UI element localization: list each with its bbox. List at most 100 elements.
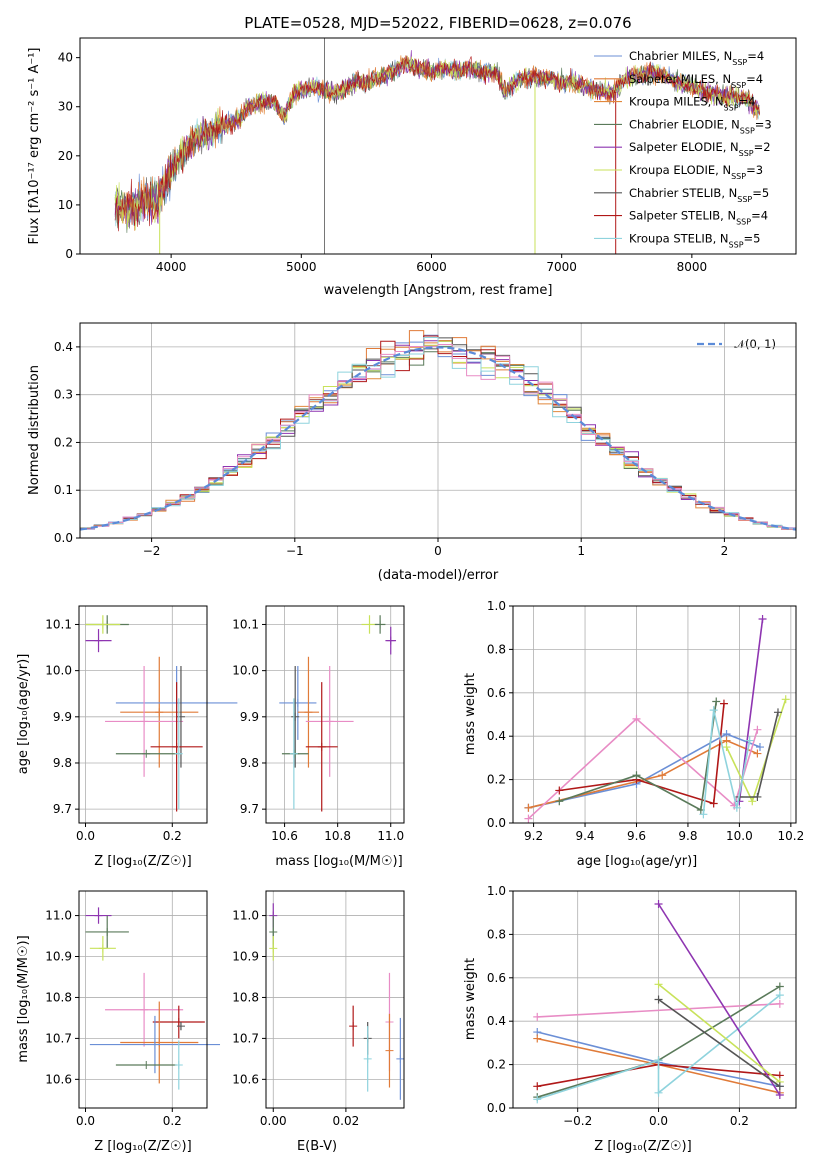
y-tick-label: 9.7: [240, 802, 259, 816]
x-tick-label: 6000: [416, 260, 447, 274]
spectrum-line: [114, 55, 760, 232]
weight-marker: [758, 615, 767, 624]
legend-subscript: SSP: [731, 80, 746, 89]
weight-marker: [654, 900, 663, 909]
legend-subscript: SSP: [737, 194, 752, 203]
y-tick-label: 0.0: [487, 816, 506, 830]
x-tick-label: −0.2: [563, 1114, 592, 1128]
data-marker: [155, 708, 164, 717]
weight-line: [559, 703, 725, 805]
y-tick-label: 1.0: [487, 599, 506, 613]
mass-vs-metallicity-panel: Z [log₁₀(Z/Z☉)] mass [log₁₀(M/M☉)] 0.0 0.…: [16, 890, 221, 1154]
data-marker: [304, 708, 313, 717]
weight-line: [537, 1003, 780, 1018]
spectrum-ylabel: Flux [fλ10⁻¹⁷ erg cm⁻² s⁻¹ A⁻¹]: [27, 48, 42, 245]
data-marker: [98, 944, 107, 953]
wage-ylabel: mass weight: [463, 673, 478, 755]
weight-marker: [781, 695, 790, 704]
weight-marker: [699, 810, 708, 819]
weight-marker: [654, 1056, 663, 1065]
weight-marker: [775, 982, 784, 991]
y-tick-label: 0.2: [54, 435, 73, 449]
x-tick-label: 7000: [546, 260, 577, 274]
y-tick-label: 0.0: [487, 1101, 506, 1115]
legend-subscript: SSP: [740, 126, 755, 135]
legend-subscript: SSP: [729, 240, 744, 249]
data-marker: [396, 1054, 405, 1063]
data-marker: [376, 620, 385, 629]
legend-subscript: SSP: [736, 217, 751, 226]
y-tick-label: 11.0: [45, 909, 72, 923]
y-tick-label: 10.7: [232, 1031, 259, 1045]
y-tick-label: 0.2: [487, 1058, 506, 1072]
weight-vs-metallicity-panel: Z [log₁₀(Z/Z☉)] mass weight −0.2 0.0 0.2 0.…: [463, 884, 797, 1154]
spectrum-panel: PLATE=0528, MJD=52022, FIBERID=0628, z=0…: [27, 14, 797, 298]
weight-marker: [753, 749, 762, 758]
normal-curve: [79, 346, 797, 531]
y-tick-label: 9.8: [53, 756, 72, 770]
y-tick-label: 11.0: [232, 909, 259, 923]
x-tick-label: 0.0: [649, 1114, 668, 1128]
legend-label: Chabrier ELODIE, NSSP=3: [629, 117, 772, 135]
x-tick-label: 9.4: [575, 829, 594, 843]
data-marker: [349, 1022, 358, 1031]
y-tick-label: 0.4: [54, 340, 73, 354]
spectrum-xlabel: wavelength [Angstrom, rest frame]: [324, 283, 553, 298]
wz-xlabel: Z [log₁₀(Z/Z☉)]: [594, 1139, 691, 1154]
y-tick-label: 10: [58, 198, 73, 212]
data-marker: [289, 749, 298, 758]
y-tick-label: 0.0: [54, 531, 73, 545]
x-tick-label: 2: [721, 544, 729, 558]
wz-ylabel: mass weight: [463, 958, 478, 1040]
weight-marker: [753, 792, 762, 801]
data-marker: [176, 1022, 185, 1031]
x-tick-label: 0.0: [76, 829, 95, 843]
massz-xlabel: Z [log₁₀(Z/Z☉)]: [94, 1139, 191, 1154]
y-tick-label: 10.8: [232, 990, 259, 1004]
axes-frame: [512, 890, 797, 1109]
weight-marker: [775, 991, 784, 1000]
weight-marker: [775, 1090, 784, 1099]
weight-marker: [658, 771, 667, 780]
weight-marker: [748, 797, 757, 806]
age-vs-metallicity-panel: Z [log₁₀(Z/Z☉)] age [log₁₀(age/yr)] 0.0 0…: [16, 605, 238, 869]
data-marker: [291, 712, 300, 721]
data-marker: [386, 636, 395, 645]
x-tick-label: 0.0: [76, 1114, 95, 1128]
weight-marker: [555, 797, 564, 806]
y-tick-label: 10.0: [232, 664, 259, 678]
weight-marker: [775, 1082, 784, 1091]
weight-line: [528, 739, 758, 809]
data-marker: [269, 927, 278, 936]
x-tick-label: 10.8: [324, 829, 351, 843]
y-tick-label: 1.0: [487, 884, 506, 898]
y-tick-label: 10.9: [232, 950, 259, 964]
weight-marker: [745, 736, 754, 745]
y-tick-label: 9.8: [240, 756, 259, 770]
massebv-xlabel: E(B-V): [297, 1139, 337, 1154]
x-tick-label: 9.6: [627, 829, 646, 843]
weight-marker: [775, 999, 784, 1008]
weight-line: [657, 903, 781, 1096]
weight-marker: [755, 743, 764, 752]
y-tick-label: 9.9: [240, 710, 259, 724]
weight-marker: [654, 980, 663, 989]
x-tick-label: 11.0: [377, 829, 404, 843]
x-tick-label: 0.02: [333, 1114, 360, 1128]
weight-marker: [719, 699, 728, 708]
legend-label: Salpeter ELODIE, NSSP=2: [629, 140, 771, 158]
spectrum-line: [114, 50, 760, 228]
x-tick-label: 9.8: [678, 829, 697, 843]
x-tick-label: 10.2: [777, 829, 804, 843]
weight-marker: [555, 786, 564, 795]
weight-marker: [533, 1082, 542, 1091]
y-tick-label: 0.3: [54, 388, 73, 402]
y-tick-label: 10.1: [45, 617, 72, 631]
y-tick-label: 30: [58, 100, 73, 114]
weight-marker: [712, 697, 721, 706]
weight-marker: [709, 799, 718, 808]
data-marker: [174, 1061, 183, 1070]
histogram-step: [80, 344, 796, 531]
data-marker: [94, 911, 103, 920]
legend-label: Salpeter MILES, NSSP=4: [629, 72, 763, 90]
